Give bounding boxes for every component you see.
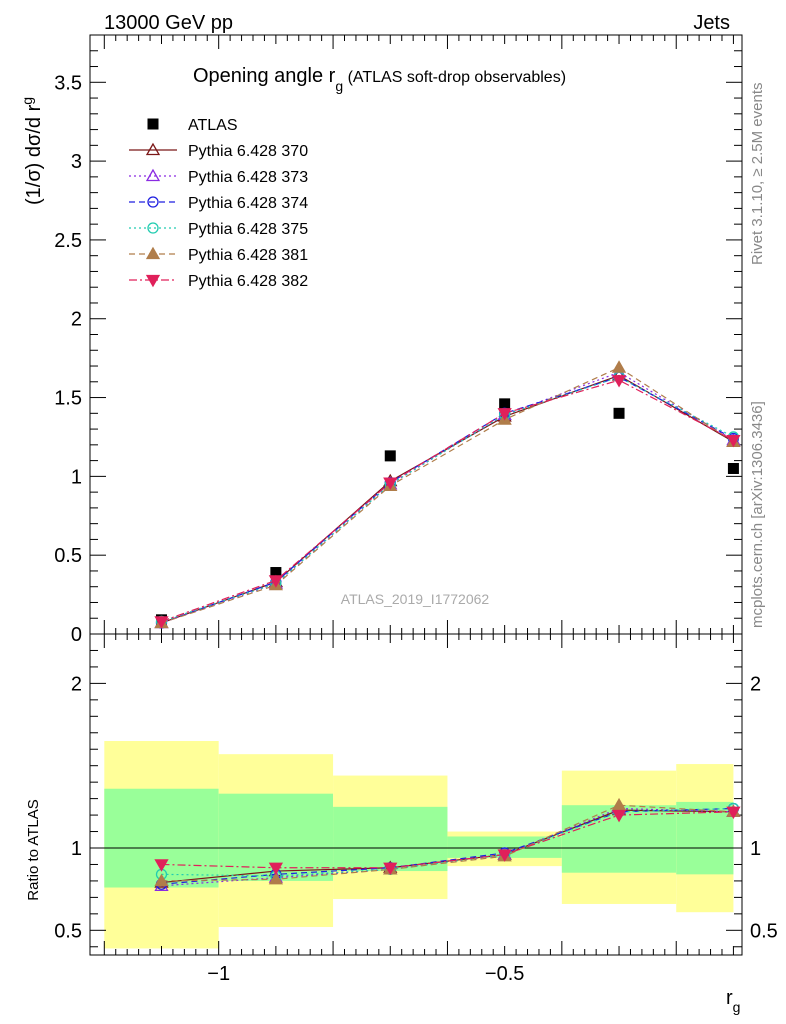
legend-marker-pythia-6-428-382 — [145, 274, 161, 288]
ratio-y-tick-label-right: 1 — [750, 838, 761, 860]
legend-marker-pythia-6-428-381 — [145, 246, 161, 260]
legend-label: Pythia 6.428 382 — [188, 273, 308, 290]
main-line-pythia-6-428-375 — [161, 376, 734, 622]
main-point-atlas — [384, 450, 396, 462]
ratio-y-tick-label: 1 — [71, 838, 82, 860]
rivet-label: Rivet 3.1.10, ≥ 2.5M events — [749, 83, 766, 266]
main-line-pythia-6-428-381 — [161, 366, 734, 624]
ratio-point-pythia-6-428-382 — [154, 859, 169, 872]
y-tick-label: 1 — [71, 466, 82, 488]
legend-marker-pythia-6-428-370 — [145, 142, 161, 156]
main-line-pythia-6-428-382 — [161, 379, 734, 622]
ratio-y-tick-label: 2 — [71, 673, 82, 695]
ratio-uncertainty-bands — [104, 741, 734, 949]
y-tick-label: 2.5 — [54, 230, 82, 252]
legend-marker-atlas — [147, 118, 159, 130]
green-band-bin — [104, 788, 219, 888]
green-band-bin — [333, 806, 448, 872]
y-tick-label: 2 — [71, 309, 82, 331]
ratio-line-pythia-6-428-370 — [161, 809, 734, 884]
main-point-pythia-6-428-382 — [611, 375, 627, 388]
process-label: Jets — [693, 12, 730, 34]
main-point-atlas — [499, 398, 511, 410]
legend-label: Pythia 6.428 373 — [188, 169, 308, 186]
y-tick-label: 0.5 — [54, 545, 82, 567]
x-tick-label: −0.5 — [485, 963, 524, 985]
ratio-point-pythia-6-428-382 — [611, 809, 627, 823]
ratio-line-pythia-6-428-382 — [161, 811, 734, 869]
ratio-point-pythia-6-428-381 — [611, 797, 627, 811]
main-point-pythia-6-428-382 — [383, 477, 398, 490]
ratio-point-pythia-6-428-381 — [154, 873, 169, 887]
main-line-pythia-6-428-370 — [161, 374, 734, 624]
legend-label: Pythia 6.428 375 — [188, 221, 308, 238]
ratio-y-tick-label: 0.5 — [54, 920, 82, 942]
main-point-pythia-6-428-381 — [611, 360, 627, 373]
main-line-pythia-6-428-373 — [161, 371, 734, 624]
main-point-pythia-6-428-382 — [268, 575, 283, 588]
main-point-atlas — [613, 407, 625, 419]
legend-label: ATLAS — [188, 117, 238, 134]
ratio-point-pythia-6-428-382 — [268, 862, 283, 876]
energy-label: 13000 GeV pp — [104, 12, 233, 34]
main-point-pythia-6-428-382 — [726, 434, 741, 448]
ratio-line-pythia-6-428-375 — [161, 807, 734, 877]
legend: ATLAS Pythia 6.428 370 Pythia 6.428 373 Pyt… — [129, 117, 308, 290]
legend-marker-pythia-6-428-373 — [145, 168, 161, 182]
main-line-pythia-6-428-374 — [161, 376, 734, 624]
main-ylabel: (1/σ) dσ/d rg — [19, 97, 45, 205]
y-tick-label: 0 — [71, 624, 82, 646]
ratio-series — [154, 797, 741, 892]
legend-marker-pythia-6-428-374 — [147, 196, 159, 208]
y-tick-label: 3 — [71, 151, 82, 173]
ratio-point-pythia-6-428-382 — [383, 862, 398, 876]
green-band-bin — [676, 801, 734, 875]
ratio-y-tick-label-right: 0.5 — [750, 920, 778, 942]
ratio-point-pythia-6-428-382 — [726, 806, 741, 820]
ratio-y-tick-label-right: 2 — [750, 673, 761, 695]
green-band-bin — [447, 836, 562, 858]
ratio-point-pythia-6-428-382 — [497, 849, 512, 862]
main-point-pythia-6-428-382 — [154, 616, 169, 629]
ratio-line-pythia-6-428-381 — [161, 804, 734, 882]
analysis-watermark: ATLAS_2019_I1772062 — [341, 591, 490, 607]
main-point-atlas — [270, 567, 282, 579]
y-tick-label: 1.5 — [54, 388, 82, 410]
legend-label: Pythia 6.428 374 — [188, 195, 308, 212]
legend-label: Pythia 6.428 370 — [188, 143, 308, 160]
ratio-point-pythia-6-428-381 — [268, 871, 283, 885]
mcplots-label: mcplots.cern.ch [arXiv:1306.3436] — [749, 401, 766, 628]
ratio-axes: −1 −0.5 0.5 0.5 1 1 2 2 — [54, 633, 778, 985]
legend-marker-pythia-6-428-375 — [147, 222, 159, 234]
main-title: Opening angle rg (ATLAS soft-drop observ… — [193, 65, 566, 94]
ratio-ylabel: Ratio to ATLAS — [25, 799, 42, 900]
main-point-pythia-6-428-382 — [497, 408, 512, 421]
x-axis-label: rg — [726, 987, 740, 1015]
main-point-atlas — [727, 462, 739, 474]
main-axes: 0 0.5 1 1.5 2 2.5 3 3.5 — [54, 34, 743, 646]
main-series — [154, 360, 741, 629]
y-tick-label: 3.5 — [54, 72, 82, 94]
x-tick-label: −1 — [207, 963, 230, 985]
legend-label: Pythia 6.428 381 — [188, 247, 308, 264]
ratio-frame — [89, 633, 743, 956]
